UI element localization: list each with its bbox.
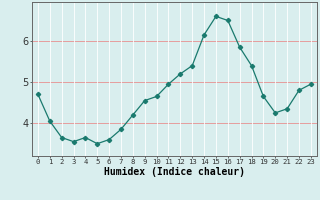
X-axis label: Humidex (Indice chaleur): Humidex (Indice chaleur) (104, 167, 245, 177)
